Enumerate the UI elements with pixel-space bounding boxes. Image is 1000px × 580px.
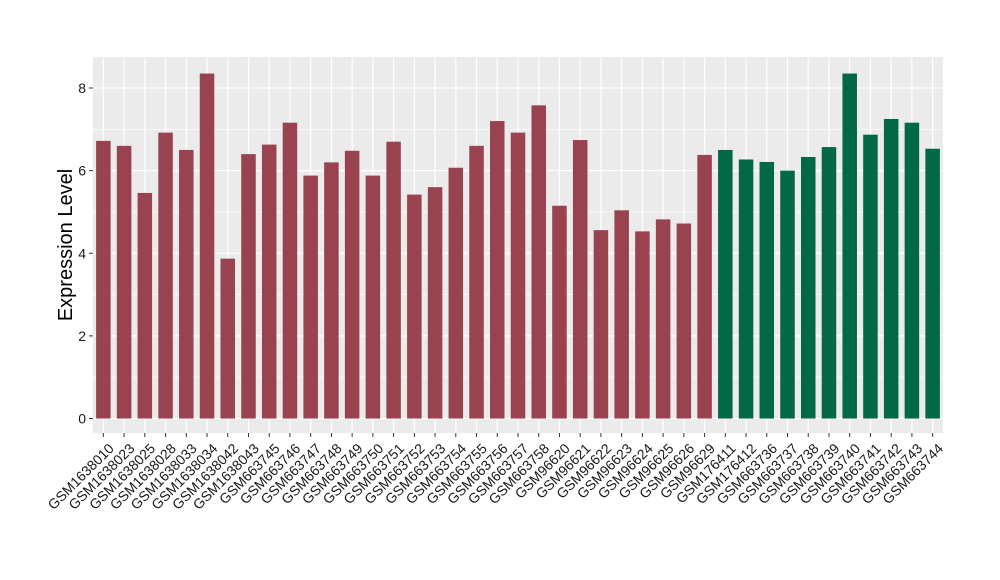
bar-GSM663738 xyxy=(800,156,816,419)
bar-GSM663745 xyxy=(261,144,277,419)
bar-GSM663744 xyxy=(925,148,940,419)
bar-GSM176411 xyxy=(718,149,733,419)
bar-GSM663753 xyxy=(427,187,443,419)
bar-GSM96622 xyxy=(593,230,609,419)
bar-GSM96620 xyxy=(552,205,567,419)
bar-GSM663749 xyxy=(344,150,360,419)
bar-GSM663746 xyxy=(282,122,298,419)
bar-GSM1638042 xyxy=(220,258,236,419)
bar-GSM1638010 xyxy=(96,140,111,419)
bar-GSM96624 xyxy=(635,231,650,419)
x-axis: GSM1638010GSM1638023GSM1638025GSM1638028… xyxy=(44,433,946,513)
bar-GSM663747 xyxy=(303,175,318,419)
y-axis: 0 2 4 6 8 xyxy=(78,80,93,427)
bar-GSM1638043 xyxy=(241,154,256,419)
bar-GSM96625 xyxy=(655,219,671,419)
bar-GSM176412 xyxy=(738,159,754,419)
y-tick-label: 6 xyxy=(78,163,86,179)
bar-GSM663752 xyxy=(407,194,422,419)
bar-GSM663750 xyxy=(365,175,381,419)
bar-GSM663737 xyxy=(780,170,795,419)
bar-GSM663742 xyxy=(883,118,899,419)
bar-GSM96629 xyxy=(697,154,712,419)
bar-GSM663748 xyxy=(324,162,339,419)
y-tick-label: 2 xyxy=(78,328,86,344)
bar-GSM663741 xyxy=(863,134,878,419)
bar-GSM1638028 xyxy=(158,132,173,419)
bar-GSM663754 xyxy=(448,167,464,419)
y-tick-label: 0 xyxy=(78,411,86,427)
bars xyxy=(96,73,940,419)
bar-GSM1638033 xyxy=(179,149,194,419)
bar-GSM663739 xyxy=(821,147,837,419)
bar-GSM663743 xyxy=(904,122,920,419)
bar-GSM663755 xyxy=(469,145,484,419)
bar-GSM1638034 xyxy=(199,73,215,419)
bar-GSM663751 xyxy=(386,141,401,419)
bar-GSM96626 xyxy=(676,223,692,419)
y-tick-label: 8 xyxy=(78,80,86,96)
y-axis-title: Expression Level xyxy=(55,169,77,321)
bar-GSM1638025 xyxy=(137,192,153,419)
bar-GSM663757 xyxy=(510,132,526,419)
bar-GSM96623 xyxy=(614,210,629,419)
bar-GSM1638023 xyxy=(116,145,132,419)
bar-GSM663756 xyxy=(490,121,505,419)
bar-GSM663740 xyxy=(842,73,857,419)
bar-GSM663758 xyxy=(531,105,546,419)
y-tick-label: 4 xyxy=(78,245,86,261)
bar-GSM96621 xyxy=(572,140,588,419)
bar-GSM663736 xyxy=(759,161,775,419)
